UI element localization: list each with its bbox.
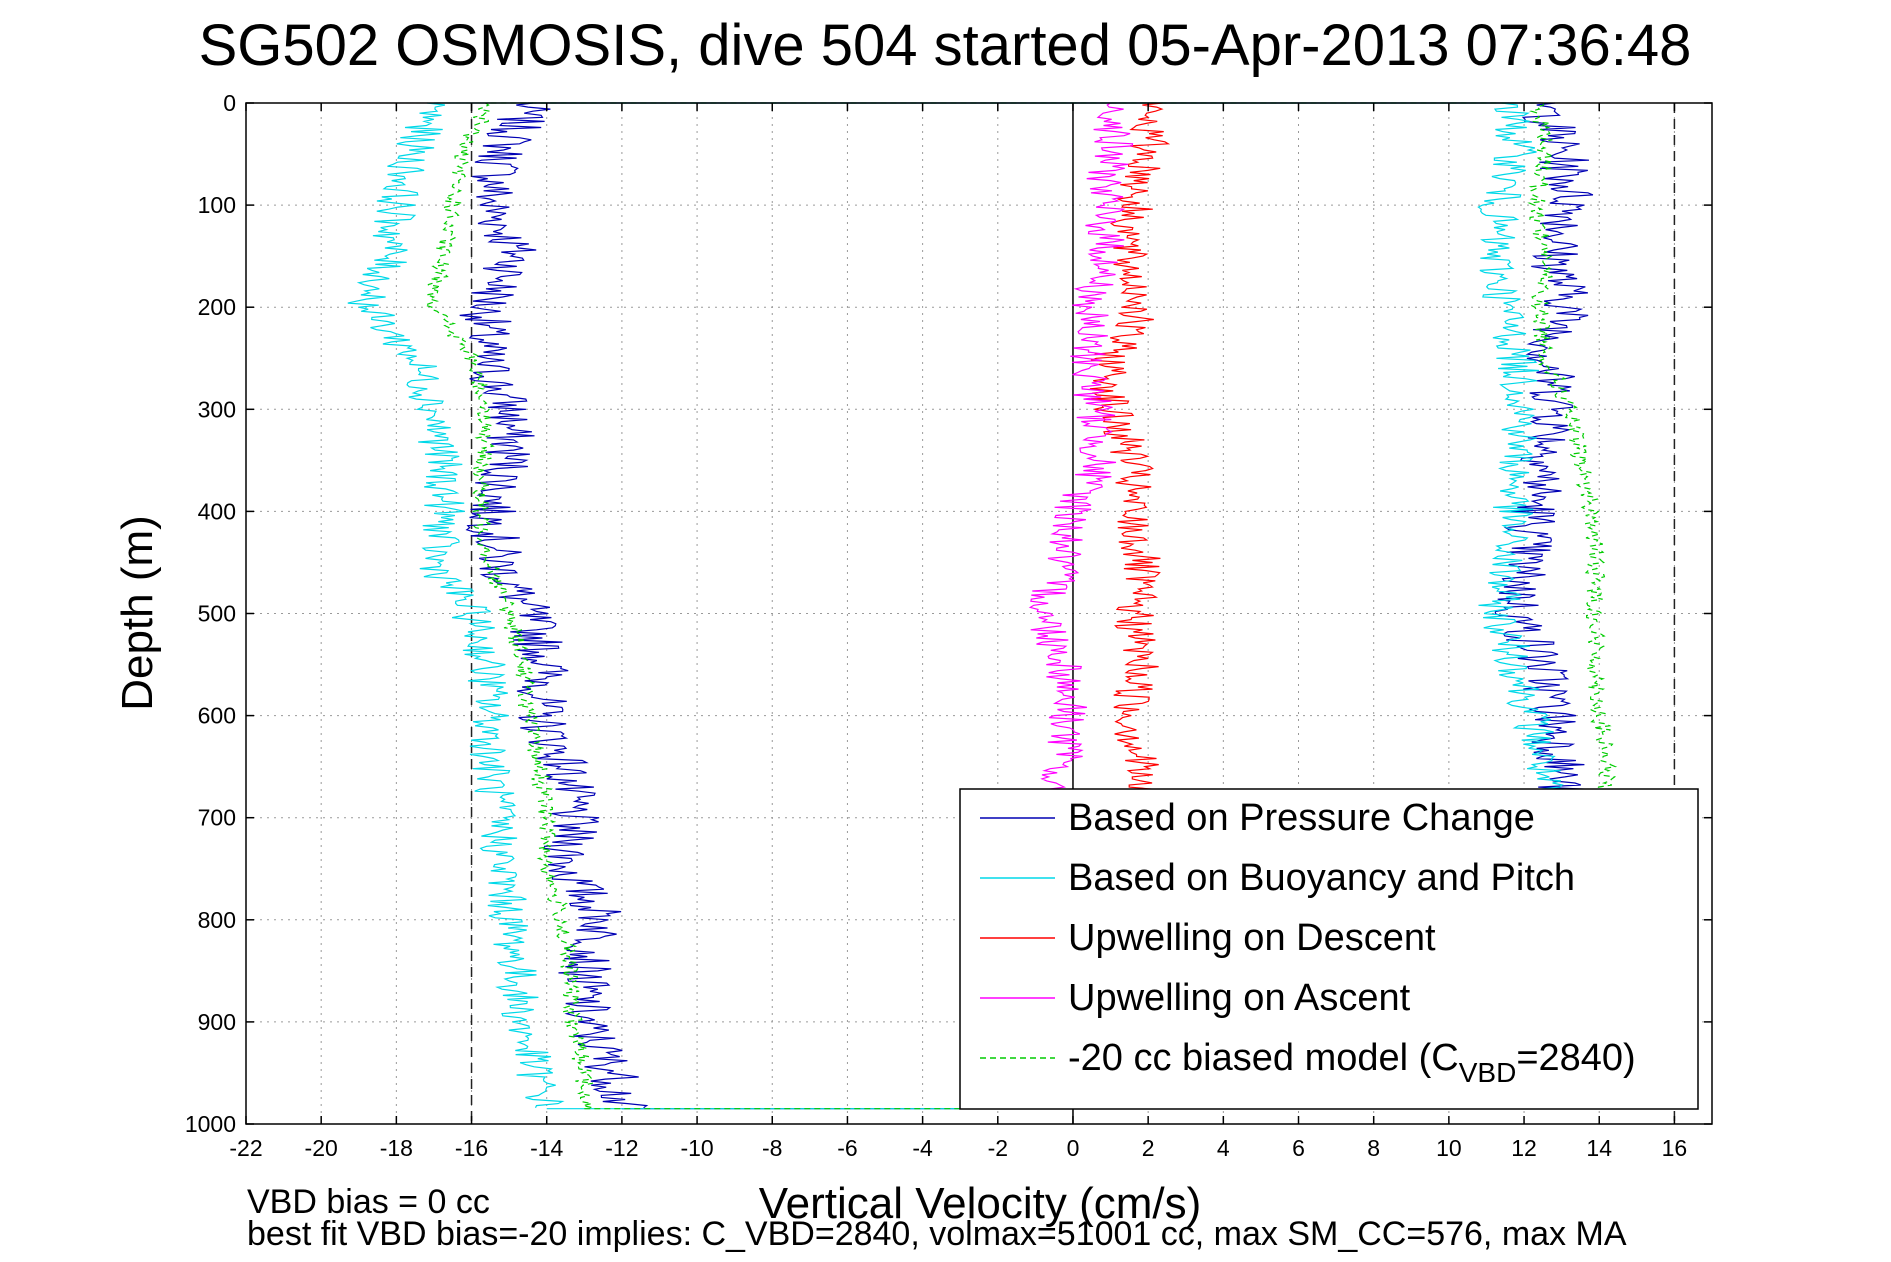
y-tick-label: 500 [198,601,236,627]
chart-title: SG502 OSMOSIS, dive 504 started 05-Apr-2… [199,13,1692,78]
y-tick-label: 600 [198,703,236,729]
y-tick-label: 200 [198,294,236,320]
y-tick-label: 400 [198,498,236,524]
x-tick-label: 2 [1142,1135,1155,1161]
x-tick-label: 0 [1067,1135,1080,1161]
y-tick-label: 900 [198,1009,236,1035]
x-tick-label: 8 [1367,1135,1380,1161]
x-tick-label: 6 [1292,1135,1305,1161]
legend: Based on Pressure Change Based on Buoyanc… [959,788,1699,1110]
x-tick-label: -22 [229,1135,262,1161]
x-tick-label: 16 [1662,1135,1688,1161]
y-tick-label: 1000 [185,1111,236,1137]
series-line-descent [423,102,594,1109]
y-axis-label: Depth (m) [113,515,162,711]
x-axis-label: Vertical Velocity (cm/s) [759,1179,1202,1228]
series-line-descent [347,102,565,1108]
x-tick-label: -12 [605,1135,638,1161]
x-tick-label: -8 [762,1135,782,1161]
x-tick-label: 10 [1436,1135,1462,1161]
y-tick-label: 100 [198,192,236,218]
x-tick-label: 4 [1217,1135,1230,1161]
x-tick-label: -14 [530,1135,563,1161]
x-tick-label: -6 [837,1135,857,1161]
legend-label: -20 cc biased model (CVBD=2840) [1068,1037,1636,1088]
best-fit-note: best fit VBD bias=-20 implies: C_VBD=284… [247,1215,1627,1253]
x-tick-label: 12 [1511,1135,1537,1161]
series-line-descent [459,102,649,1109]
x-tick-label: -4 [912,1135,933,1161]
vbd-bias-note: VBD bias = 0 cc [247,1183,490,1221]
series-upwelling-on-ascent [1024,102,1134,798]
legend-label: Upwelling on Ascent [1068,977,1411,1019]
y-tick-label: 700 [198,805,236,831]
legend-box [959,788,1699,1110]
y-tick-label: 0 [223,90,236,116]
x-tick-label: -20 [305,1135,338,1161]
y-tick-label: 300 [198,396,236,422]
x-tick-label: 14 [1586,1135,1612,1161]
x-tick-label: -10 [680,1135,713,1161]
series-line-ascent [1527,102,1618,1109]
y-tick-label: 800 [198,907,236,933]
x-tick-label: -18 [380,1135,413,1161]
x-tick-label: -16 [455,1135,488,1161]
series-line [1024,102,1134,798]
legend-label: Based on Pressure Change [1068,797,1535,839]
x-tick-label: -2 [988,1135,1008,1161]
legend-label: Upwelling on Descent [1068,917,1436,959]
legend-label: Based on Buoyancy and Pitch [1068,857,1575,899]
axis-ticks: -22 -20 -18 -16 -14 -12 -10 -8 -6 -4 -2 0 2 4 6 8 10 12 14… [185,90,1712,1161]
